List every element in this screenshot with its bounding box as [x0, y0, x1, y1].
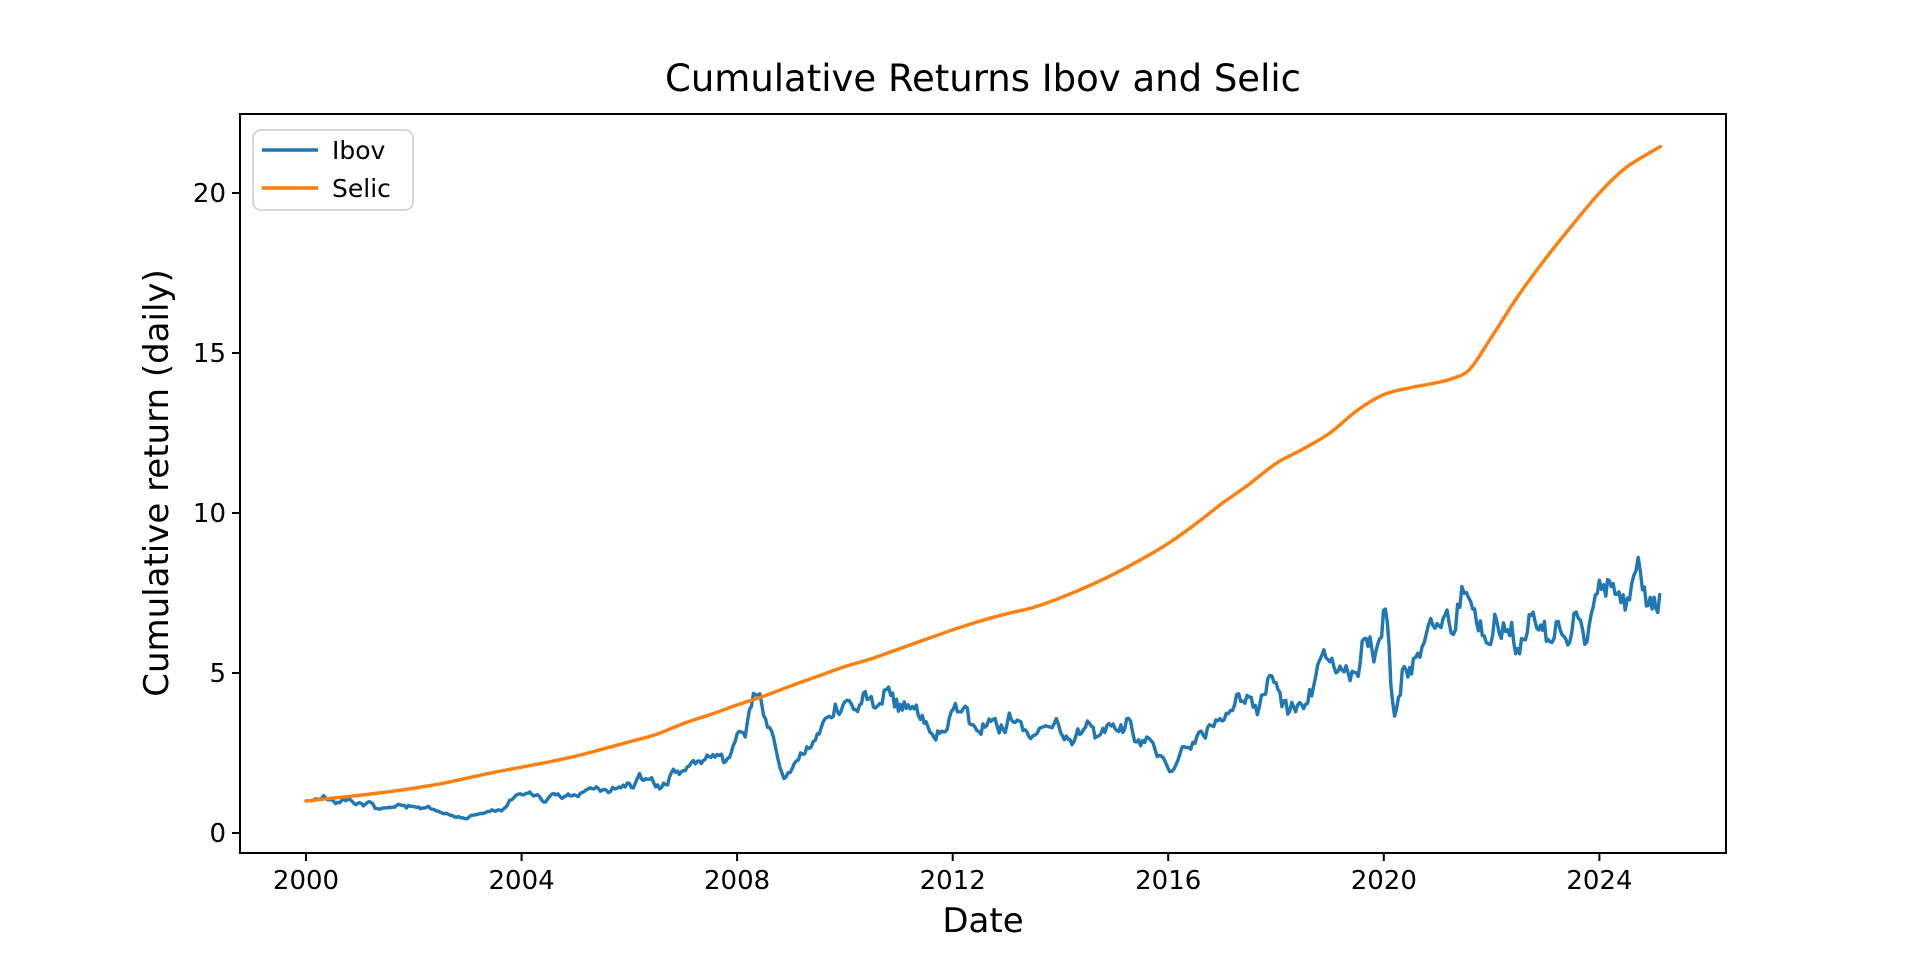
y-axis-ticks: 0 5 10 15 20	[193, 179, 240, 849]
legend-item-selic: Selic	[262, 174, 391, 203]
legend-item-ibov: Ibov	[262, 136, 386, 165]
y-tick-label: 5	[209, 659, 226, 689]
legend-label-selic: Selic	[332, 174, 391, 203]
x-tick-label: 2020	[1351, 866, 1417, 896]
x-tick-label: 2016	[1135, 866, 1201, 896]
legend: Ibov Selic	[252, 129, 414, 211]
x-tick-label: 2012	[920, 866, 986, 896]
y-tick-label: 20	[193, 179, 226, 209]
x-axis-ticks: 2000 2004 2008 2012 2016 2020 2024	[273, 853, 1632, 896]
plot-series	[304, 144, 1662, 821]
x-tick-label: 2024	[1566, 866, 1632, 896]
legend-label-ibov: Ibov	[332, 136, 386, 165]
y-tick-label: 10	[193, 499, 226, 529]
y-tick-label: 15	[193, 339, 226, 369]
plot-frame	[239, 113, 1727, 854]
series-line-selic	[304, 144, 1662, 803]
y-axis-label: Cumulative return (daily)	[137, 269, 177, 697]
series-line-ibov	[304, 555, 1662, 821]
y-tick-label: 0	[209, 819, 226, 849]
chart-title: Cumulative Returns Ibov and Selic	[665, 57, 1301, 100]
x-tick-label: 2000	[273, 866, 339, 896]
x-axis-label: Date	[942, 901, 1023, 941]
x-tick-label: 2008	[704, 866, 770, 896]
x-tick-label: 2004	[489, 866, 555, 896]
